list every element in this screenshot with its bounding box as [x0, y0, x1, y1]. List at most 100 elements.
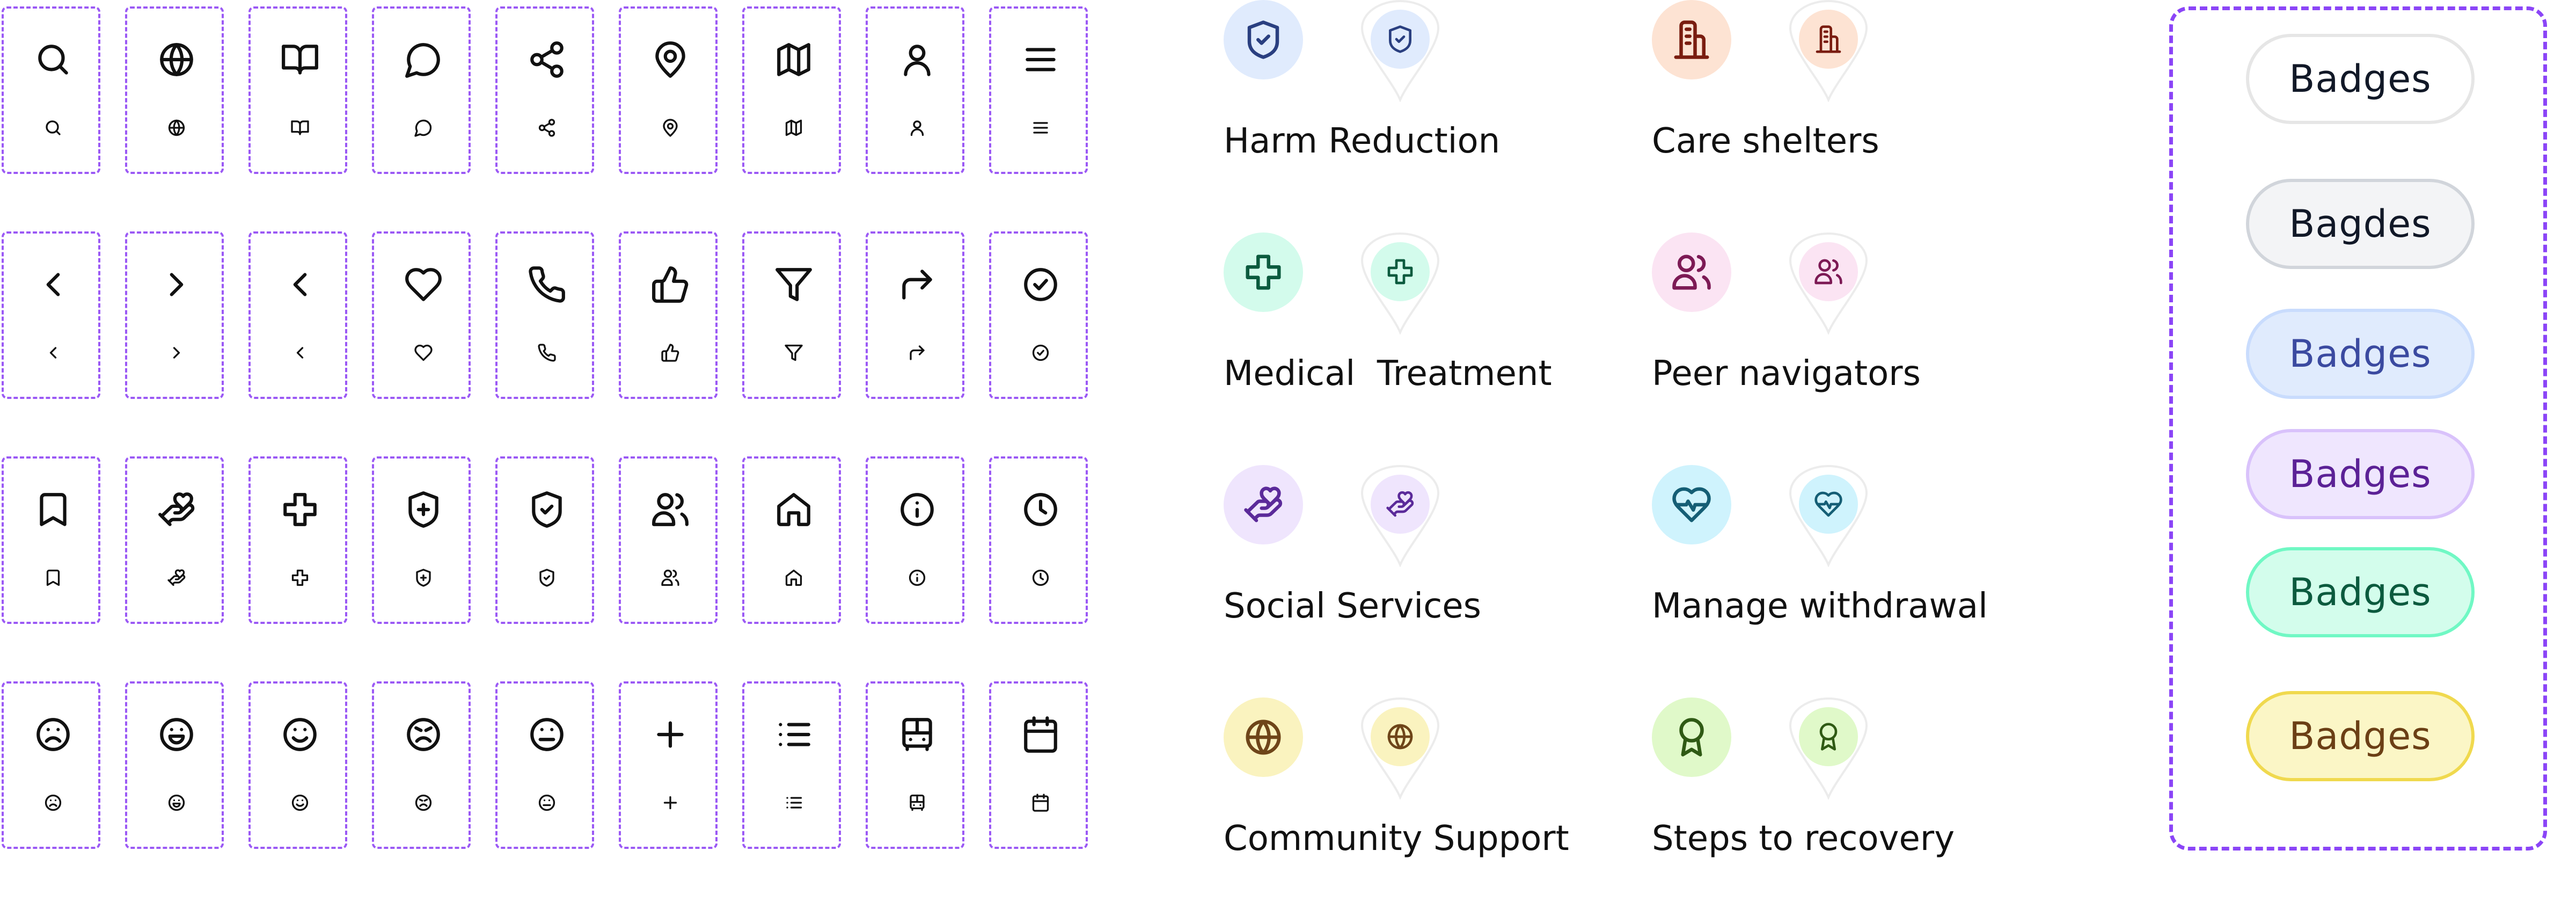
category-harm-reduction[interactable]: Harm Reduction — [1224, 0, 1599, 226]
award-icon — [1679, 718, 1704, 757]
icon-tile-home[interactable] — [742, 456, 841, 624]
icon-tile-share[interactable] — [495, 6, 594, 174]
shield-plus-icon — [416, 569, 431, 587]
calendar-icon — [1032, 794, 1049, 812]
search-icon — [38, 45, 68, 75]
icon-tile-heart[interactable] — [372, 231, 471, 399]
icon-tile-corner-up-right[interactable] — [866, 231, 964, 399]
icon-tile-bus[interactable] — [866, 681, 964, 849]
badge-panel: Badges Bagdes Badges Badges Badges Badges — [2169, 6, 2547, 851]
clock-icon — [1024, 493, 1057, 526]
category-icon-circle — [1224, 0, 1303, 79]
laugh-icon — [160, 718, 193, 751]
users-icon — [1814, 259, 1842, 285]
icon-tile-thumbs-up[interactable] — [619, 231, 718, 399]
icon-tile-map-pin[interactable] — [619, 6, 718, 174]
icon-tile-chevron-right[interactable] — [125, 231, 224, 399]
icon-tile-clock[interactable] — [989, 456, 1088, 624]
icon-tile-list[interactable] — [742, 681, 841, 849]
map-icon — [777, 43, 810, 76]
badge: Badges — [2246, 309, 2475, 399]
icon-tile-circle-check[interactable] — [989, 231, 1088, 399]
icon-tile-laugh[interactable] — [125, 681, 224, 849]
pin-icon-circle — [1371, 242, 1430, 301]
bookmark-icon — [40, 493, 67, 526]
badge: Badges — [2246, 34, 2475, 124]
globe-icon — [168, 119, 185, 136]
category-social-services[interactable]: Social Services — [1224, 465, 1599, 691]
icon-tile-meh[interactable] — [495, 681, 594, 849]
chevron-left-icon — [46, 273, 60, 296]
user-icon — [904, 45, 931, 76]
category-icon-circle — [1652, 232, 1731, 312]
heart-icon — [414, 344, 433, 361]
icon-tile-smile[interactable] — [248, 681, 347, 849]
award-icon — [1819, 723, 1838, 751]
book-open-icon — [291, 120, 309, 135]
category-medical-treatment[interactable]: Medical Treatment — [1224, 232, 1599, 458]
icon-tile-shield-plus[interactable] — [372, 456, 471, 624]
icon-tile-frown[interactable] — [2, 681, 100, 849]
icon-tile-medical-cross[interactable] — [248, 456, 347, 624]
icon-tile-info[interactable] — [866, 456, 964, 624]
category-care-shelters[interactable]: Care shelters — [1652, 0, 2028, 226]
angry-icon — [407, 718, 440, 751]
calendar-icon — [1024, 716, 1057, 753]
circle-check-icon — [1024, 268, 1057, 301]
pin-icon-circle — [1799, 707, 1858, 766]
badge: Badges — [2246, 429, 2475, 519]
plus-icon — [663, 796, 677, 810]
icon-tile-filter[interactable] — [742, 231, 841, 399]
hand-heart-icon — [1386, 491, 1414, 517]
frown-icon — [36, 718, 70, 751]
medical-cross-icon — [283, 493, 317, 526]
icon-tile-search[interactable] — [2, 6, 100, 174]
category-icon-circle — [1224, 465, 1303, 544]
users-icon — [661, 569, 679, 586]
corner-up-right-icon — [902, 270, 932, 300]
category-manage-withdrawal[interactable]: Manage withdrawal — [1652, 465, 2028, 691]
category-community-support[interactable]: Community Support — [1224, 697, 1599, 923]
shield-check-icon — [539, 569, 554, 587]
icon-tile-shield-check[interactable] — [495, 456, 594, 624]
icon-tile-bookmark[interactable] — [2, 456, 100, 624]
icon-tile-hand-heart[interactable] — [125, 456, 224, 624]
icon-tile-chevron-left[interactable] — [2, 231, 100, 399]
icon-tile-users[interactable] — [619, 456, 718, 624]
chevron-left-icon — [293, 273, 307, 296]
icon-tile-calendar[interactable] — [989, 681, 1088, 849]
menu-icon — [1033, 122, 1048, 134]
category-label: Peer navigators — [1652, 354, 1921, 394]
category-steps-to-recovery[interactable]: Steps to recovery — [1652, 697, 2028, 923]
hand-heart-icon — [1244, 486, 1283, 522]
category-icon-circle — [1224, 697, 1303, 777]
category-label: Manage withdrawal — [1652, 586, 1988, 626]
icon-tile-book-open[interactable] — [248, 6, 347, 174]
hand-heart-icon — [167, 569, 186, 586]
building-icon — [1674, 20, 1709, 59]
pin-icon-circle — [1799, 475, 1858, 534]
search-icon — [46, 120, 61, 135]
pin-icon-circle — [1799, 10, 1858, 69]
category-peer-navigators[interactable]: Peer navigators — [1652, 232, 2028, 458]
icon-tile-angry[interactable] — [372, 681, 471, 849]
thumbs-up-icon — [652, 266, 689, 303]
icon-tile-chevron-left[interactable] — [248, 231, 347, 399]
icon-tile-globe[interactable] — [125, 6, 224, 174]
icon-tile-plus[interactable] — [619, 681, 718, 849]
globe-icon — [1246, 719, 1281, 755]
home-icon — [785, 569, 802, 586]
icon-tile-map[interactable] — [742, 6, 841, 174]
thumbs-up-icon — [661, 344, 679, 362]
icon-tile-user[interactable] — [866, 6, 964, 174]
phone-icon — [529, 266, 565, 303]
icon-tile-message-circle[interactable] — [372, 6, 471, 174]
pin-icon-circle — [1371, 10, 1430, 69]
chevron-right-icon — [170, 273, 184, 296]
heart-icon — [405, 268, 442, 301]
icon-tile-menu[interactable] — [989, 6, 1088, 174]
list-icon — [779, 723, 810, 746]
share-icon — [538, 119, 555, 137]
corner-up-right-icon — [910, 345, 925, 360]
icon-tile-phone[interactable] — [495, 231, 594, 399]
